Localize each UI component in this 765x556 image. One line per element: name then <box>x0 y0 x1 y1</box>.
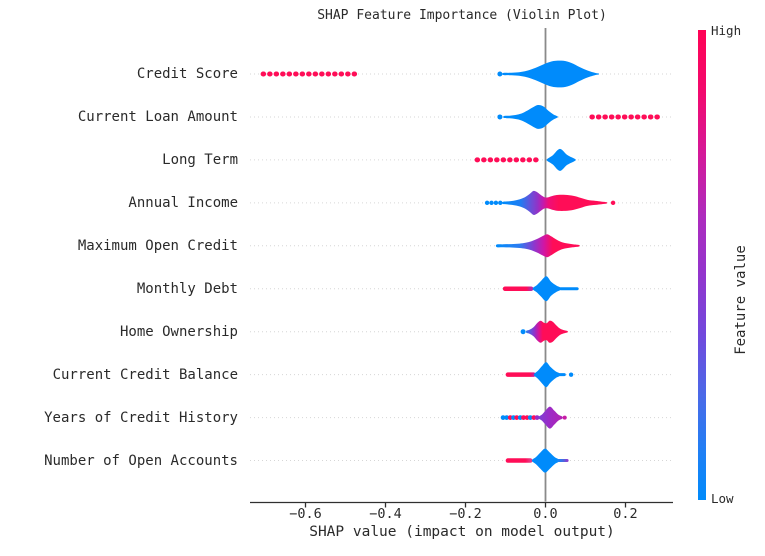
outlier-dot-3 <box>610 200 616 206</box>
violin-8 <box>537 406 563 429</box>
feature-label-4: Maximum Open Credit <box>77 237 238 254</box>
violin-2 <box>546 148 577 171</box>
feature-label-6: Home Ownership <box>119 323 238 340</box>
outlier-dot-8 <box>527 415 533 420</box>
outlier-dot-0 <box>497 71 503 77</box>
feature-label-9: Number of Open Accounts <box>44 452 238 469</box>
outlier-dot-8 <box>562 415 567 420</box>
outlier-dot-8 <box>500 415 506 420</box>
x-tick-label: 0.2 <box>613 506 638 522</box>
outlier-dot-8 <box>534 415 540 420</box>
violin-4 <box>495 234 580 258</box>
outlier-dot-6 <box>520 329 526 335</box>
feature-label-1: Current Loan Amount <box>77 108 238 125</box>
feature-label-2: Long Term <box>162 151 238 168</box>
outlier-dot-3 <box>489 200 494 206</box>
outlier-dot-7 <box>568 372 574 377</box>
feature-label-8: Years of Credit History <box>44 409 238 426</box>
violin-5 <box>532 276 562 302</box>
violin-marks <box>260 60 661 473</box>
violin-3 <box>502 190 608 215</box>
feature-label-7: Current Credit Balance <box>52 366 238 383</box>
x-tick-label: 0.0 <box>533 506 558 522</box>
violin-9 <box>531 448 560 473</box>
x-tick-label: −0.6 <box>289 506 322 522</box>
violin-6 <box>525 320 568 343</box>
feature-label-0: Credit Score <box>136 66 238 82</box>
outlier-dot-3 <box>498 200 503 206</box>
outlier-dot-1 <box>497 114 503 120</box>
outlier-dot-8 <box>514 415 520 420</box>
grid-lines <box>250 73 672 462</box>
violin-1 <box>503 104 559 129</box>
feature-label-5: Monthly Debt <box>136 280 238 297</box>
outlier-dot-8 <box>521 415 526 420</box>
x-tick-label: −0.2 <box>449 506 482 522</box>
outlier-dot-3 <box>484 200 490 206</box>
violin-0 <box>502 60 600 88</box>
violin-7 <box>533 362 561 388</box>
colorbar-title: Feature value <box>733 245 749 355</box>
outlier-dot-3 <box>493 200 499 206</box>
colorbar-high-label: High <box>711 23 742 38</box>
colorbar <box>698 30 706 500</box>
x-tick-label: −0.4 <box>369 506 402 522</box>
colorbar-low-label: Low <box>711 491 734 506</box>
x-axis <box>250 501 673 508</box>
outlier-dot-8 <box>504 415 510 420</box>
x-axis-label: SHAP value (impact on model output) <box>309 524 615 540</box>
chart-title: SHAP Feature Importance (Violin Plot) <box>317 8 607 23</box>
feature-label-3: Annual Income <box>128 194 238 211</box>
